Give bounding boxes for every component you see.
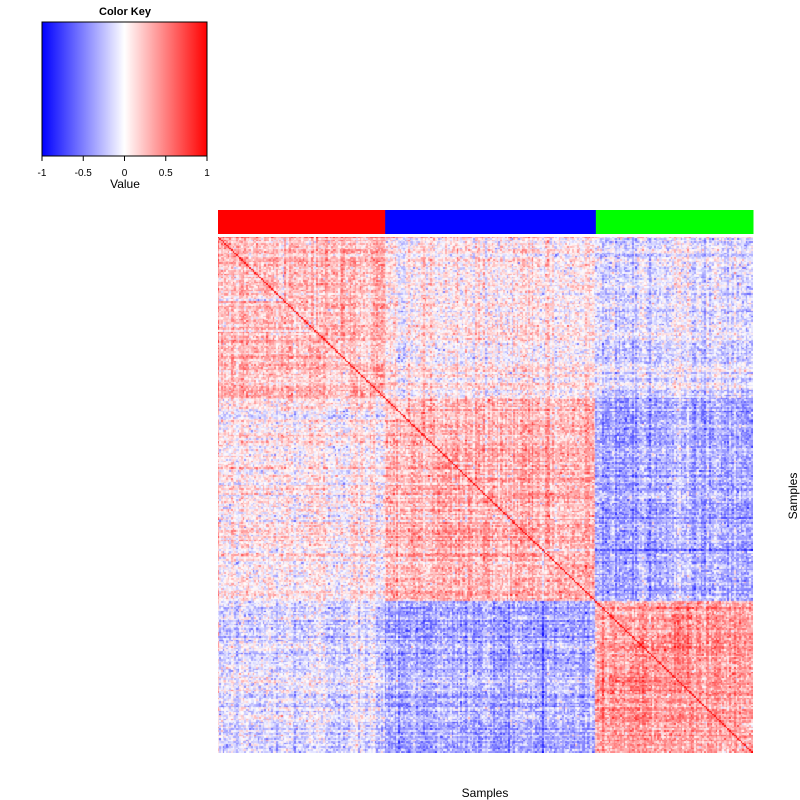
- group-color-segment-3: [595, 210, 754, 234]
- x-axis-label: Samples: [462, 786, 509, 800]
- heatmap-matrix: [218, 237, 753, 753]
- y-axis-label: Samples: [786, 473, 800, 520]
- heatmap-matrix-container: [218, 237, 753, 753]
- color-key-tick-label: 1: [204, 168, 210, 179]
- color-key-tick-label: 0: [122, 168, 128, 179]
- color-key-axis: -1 -0.5 0 0.5 1: [38, 155, 210, 179]
- color-key-gradient: [41, 21, 208, 157]
- group-color-segment-2: [385, 210, 597, 234]
- color-key-title: Color Key: [99, 6, 152, 18]
- color-key-tick-label: 0.5: [159, 168, 173, 179]
- group-color-bar: [218, 210, 754, 234]
- color-key-xlabel: Value: [110, 177, 140, 191]
- color-key-tick-label: -0.5: [75, 168, 93, 179]
- group-color-segment-1: [218, 210, 386, 234]
- color-key: Color Key -1 -0.5 0 0.5 1 Value: [38, 6, 211, 191]
- color-key-tick-label: -1: [38, 168, 47, 179]
